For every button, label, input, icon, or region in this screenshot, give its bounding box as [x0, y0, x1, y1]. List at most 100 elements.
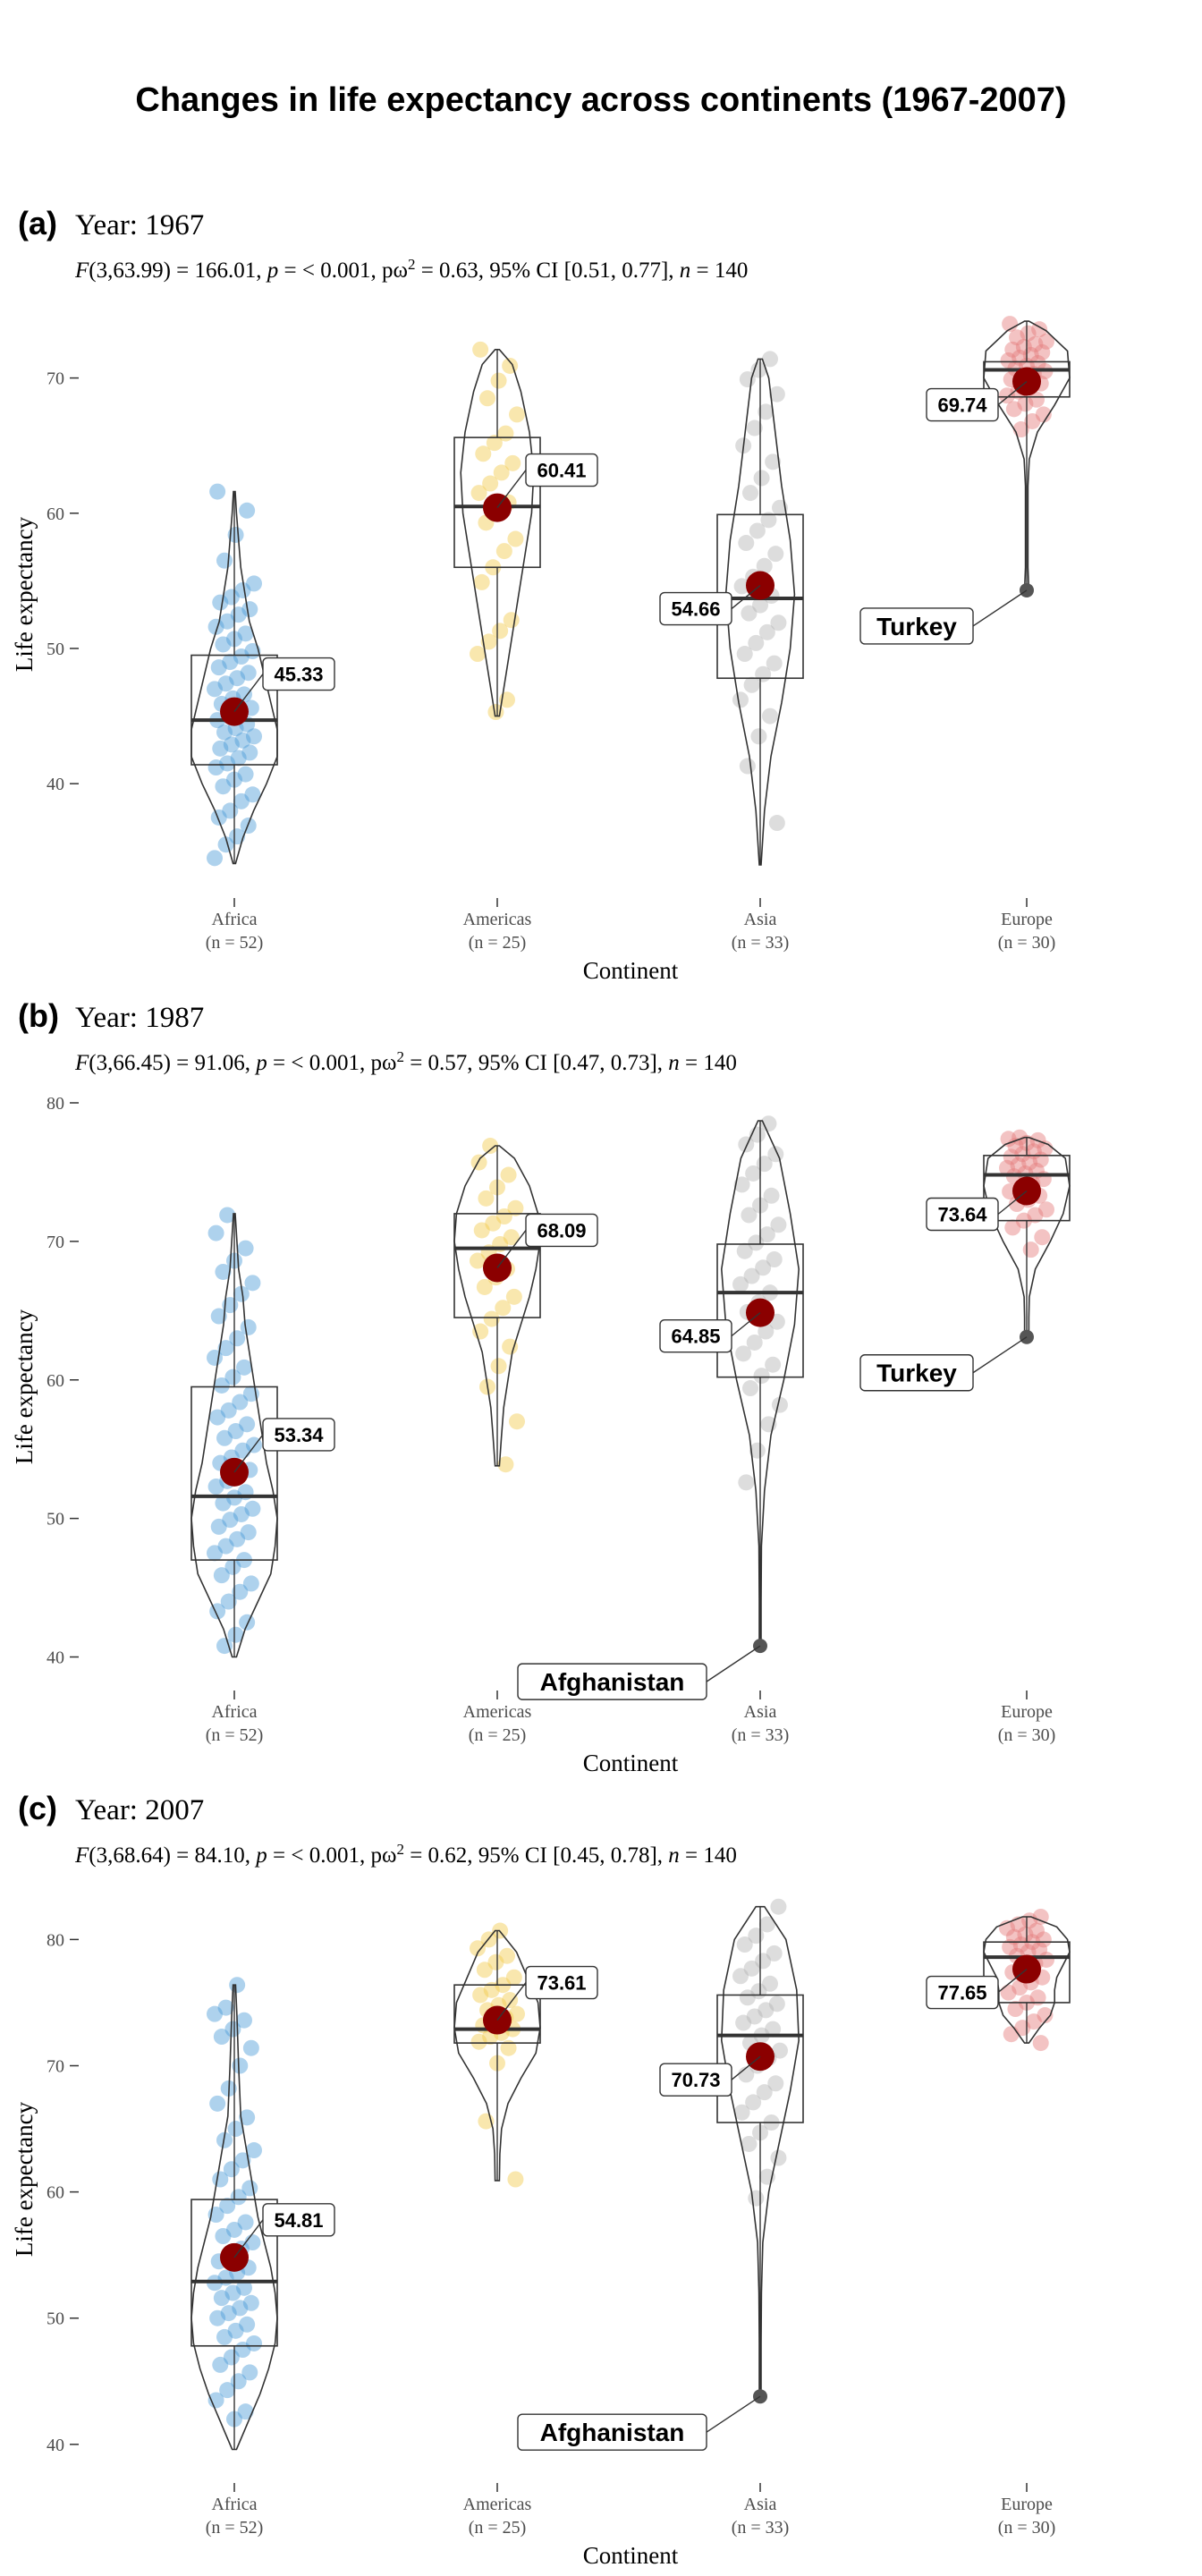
data-point	[505, 1969, 522, 1986]
data-point	[742, 485, 758, 502]
data-point	[767, 546, 784, 563]
data-point	[207, 618, 224, 635]
data-point	[752, 597, 768, 614]
data-point	[470, 1940, 486, 1957]
data-point	[1038, 1201, 1054, 1218]
panel-0: (a) Year: 1967 F(3,63.99) = 166.01, p = < …	[11, 205, 1071, 984]
group-asia: 54.66 Asia (n = 33)	[659, 351, 804, 953]
data-point	[1015, 338, 1032, 355]
data-point	[1012, 1129, 1028, 1146]
y-tick-label: 60	[47, 2183, 64, 2203]
data-point	[743, 676, 760, 693]
data-point	[223, 2161, 240, 2178]
data-point	[482, 475, 499, 492]
data-point	[753, 1368, 770, 1385]
x-tick-n: (n = 25)	[469, 2518, 527, 2538]
data-point	[207, 850, 223, 867]
violin	[720, 1120, 800, 1647]
data-point	[1009, 329, 1025, 346]
data-point	[497, 425, 514, 442]
mean-label: 54.81	[274, 2209, 323, 2232]
data-point	[743, 1960, 760, 1977]
data-point	[236, 1359, 252, 1376]
data-point	[213, 2029, 230, 2046]
data-point	[215, 636, 232, 653]
data-point	[495, 1208, 512, 1224]
x-tick-n: (n = 25)	[469, 1725, 527, 1745]
y-tick-label: 50	[47, 2309, 64, 2329]
mean-leader	[731, 584, 761, 610]
outlier-leader	[972, 589, 1028, 627]
y-tick-label: 40	[47, 775, 64, 794]
data-point	[758, 1323, 775, 1340]
mean-label: 77.65	[937, 1982, 986, 2004]
data-point	[1017, 395, 1034, 412]
data-point	[232, 1583, 249, 1600]
data-point	[244, 1500, 261, 1517]
group-europe: 77.65 Europe (n = 30)	[926, 1908, 1071, 2538]
x-tick-label: Americas	[463, 2495, 532, 2514]
data-point	[473, 573, 490, 590]
mean-label-box	[926, 387, 999, 422]
x-tick-n: (n = 33)	[732, 2518, 790, 2538]
y-axis-label: Life expectancy	[11, 2101, 38, 2257]
outlier-leader	[706, 2395, 761, 2433]
data-point	[242, 2294, 259, 2311]
group-africa: 54.81 Africa (n = 52)	[190, 1977, 335, 2538]
data-point	[220, 2305, 237, 2322]
data-point	[1029, 1989, 1046, 2006]
x-tick-label: Africa	[211, 910, 257, 929]
data-point	[758, 2002, 775, 2019]
data-point	[473, 1222, 490, 1239]
data-point	[1020, 325, 1037, 342]
mean-leader	[233, 1434, 264, 1473]
data-point	[239, 1614, 256, 1631]
x-tick-n: (n = 33)	[732, 933, 790, 953]
x-axis-label: Continent	[583, 1750, 679, 1776]
y-axis-label: Life expectancy	[11, 1309, 38, 1464]
outlier-leader	[706, 1645, 761, 1682]
violin	[190, 1213, 278, 1658]
data-point	[219, 1207, 236, 1224]
data-point	[244, 2234, 261, 2251]
data-point	[770, 2149, 787, 2166]
data-point	[212, 594, 229, 611]
data-point	[732, 1275, 749, 1292]
mean-label: 54.66	[671, 598, 720, 621]
outlier-label-box	[517, 1663, 707, 1700]
data-point	[749, 522, 766, 539]
mean-label-box	[659, 1318, 732, 1353]
data-point	[233, 648, 250, 665]
violin	[724, 358, 796, 866]
mean-leader	[731, 2055, 761, 2080]
data-point	[768, 815, 785, 832]
data-point	[237, 2403, 254, 2420]
data-point	[242, 1575, 259, 1592]
data-point	[215, 1495, 232, 1512]
x-tick-label: Africa	[211, 1702, 257, 1722]
panel-tag: (b)	[18, 997, 59, 1034]
data-point	[500, 2039, 517, 2056]
data-point	[212, 2356, 229, 2373]
mean-label: 64.85	[671, 1326, 720, 1348]
x-tick-n: (n = 52)	[206, 2518, 264, 2538]
y-tick-label: 80	[47, 1094, 64, 1114]
data-point	[240, 665, 257, 682]
figure-title: Changes in life expectancy across contin…	[135, 81, 1066, 119]
data-point	[503, 1229, 520, 1246]
data-point	[739, 1989, 756, 2006]
data-point	[999, 1159, 1015, 1176]
x-tick-label: Europe	[1001, 910, 1053, 929]
data-point	[224, 1368, 241, 1385]
mean-leader	[997, 1969, 1028, 1994]
mean-leader	[997, 1190, 1028, 1216]
data-point	[763, 1187, 780, 1204]
data-point	[762, 351, 778, 368]
data-point	[1002, 1938, 1019, 1955]
data-point	[502, 357, 519, 374]
data-point	[762, 708, 778, 724]
data-point	[483, 1310, 500, 1327]
data-point	[502, 1992, 519, 2009]
violin	[190, 1984, 278, 2451]
y-tick-label: 60	[47, 1371, 64, 1391]
